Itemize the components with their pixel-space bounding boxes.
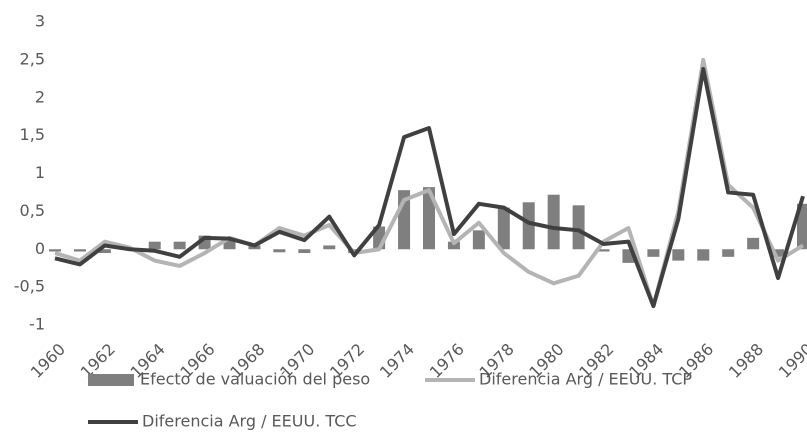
bar — [722, 249, 735, 257]
bar — [98, 249, 111, 254]
line — [54, 57, 805, 309]
legend-label: Diferencia Arg / EEUU. TCP — [479, 370, 692, 389]
x-tick-label: 1976 — [426, 340, 468, 382]
bar — [772, 249, 785, 257]
y-tick-label: 1 — [35, 163, 45, 182]
x-tick-label: 1974 — [376, 340, 418, 382]
bar — [472, 230, 485, 250]
bar — [73, 249, 86, 252]
bar — [672, 249, 685, 261]
y-tick-label: 0,5 — [20, 201, 45, 220]
y-tick-label: 2,5 — [20, 49, 45, 68]
x-tick-label: 1988 — [725, 340, 767, 382]
bar — [223, 237, 236, 250]
line — [54, 66, 805, 309]
bar — [522, 202, 535, 250]
x-tick-label: 1990 — [775, 340, 807, 382]
bar — [497, 207, 510, 250]
bar — [447, 241, 460, 250]
bar — [572, 205, 585, 250]
y-tick-label: 3 — [35, 12, 45, 31]
bar — [323, 245, 336, 250]
bar — [797, 203, 807, 250]
bar — [547, 194, 560, 250]
bar — [49, 249, 61, 252]
bar — [423, 187, 435, 250]
y-tick-label: -0,5 — [14, 277, 45, 296]
legend-swatch — [88, 374, 134, 386]
bar — [647, 249, 660, 257]
bar — [298, 249, 311, 254]
legend-label: Efecto de valuación del peso — [140, 370, 370, 389]
x-tick-label: 1960 — [27, 340, 69, 382]
bar — [173, 241, 186, 250]
y-tick-label: 0 — [35, 239, 45, 258]
bar — [747, 237, 760, 250]
legend-label: Diferencia Arg / EEUU. TCC — [142, 412, 357, 431]
y-tick-label: 2 — [35, 87, 45, 106]
y-tick-label: -1 — [29, 315, 45, 334]
y-tick-label: 1,5 — [20, 125, 45, 144]
bar — [148, 241, 161, 250]
bar — [697, 249, 710, 261]
bar — [597, 249, 610, 252]
bar — [273, 249, 286, 253]
